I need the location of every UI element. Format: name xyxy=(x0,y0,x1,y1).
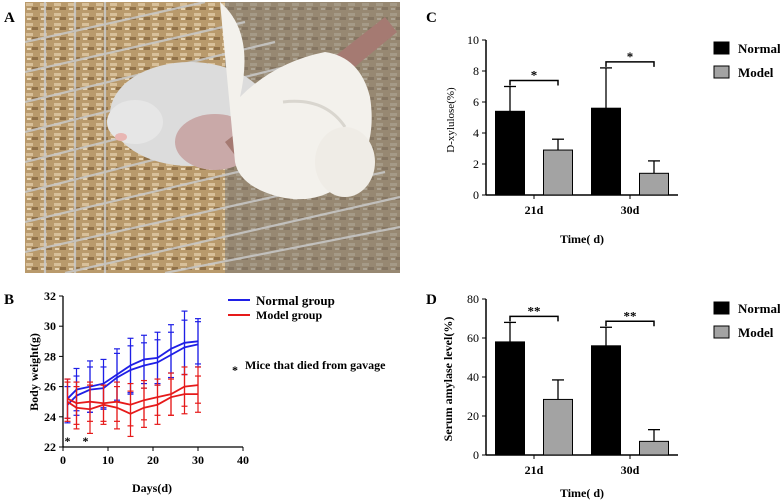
legend-swatch-model xyxy=(713,325,730,339)
y-axis-label: Body weight(g) xyxy=(27,333,41,411)
x-tick-label: 21d xyxy=(525,463,544,477)
panel-letter-d: D xyxy=(426,292,437,308)
significance-marker: * xyxy=(531,68,538,83)
y-tick-label: 2 xyxy=(473,157,479,171)
mouse-gavage-photo xyxy=(25,2,400,273)
y-tick-label: 6 xyxy=(473,95,479,109)
series-line-1-1 xyxy=(66,393,198,415)
y-tick-label: 20 xyxy=(467,409,479,423)
y-tick-label: 4 xyxy=(473,126,479,140)
y-tick-label: 28 xyxy=(44,349,56,363)
significance-marker: ** xyxy=(528,303,541,318)
bar-model-21d xyxy=(543,398,573,456)
death-mark: * xyxy=(65,434,71,448)
y-tick-label: 80 xyxy=(467,292,479,306)
bar-normal-30d xyxy=(591,107,621,196)
bar-normal-21d xyxy=(495,341,525,456)
panel-letter-a: A xyxy=(4,10,15,26)
bar-model-30d xyxy=(639,440,669,456)
y-tick-label: 24 xyxy=(44,410,56,424)
x-tick-label: 40 xyxy=(237,453,249,467)
x-tick-label: 30 xyxy=(192,453,204,467)
y-tick-label: 8 xyxy=(473,64,479,78)
bar-normal-30d xyxy=(591,345,621,456)
bar-model-21d xyxy=(543,149,573,196)
legend-swatch-normal xyxy=(713,301,730,315)
panel-letter-b: B xyxy=(4,292,15,308)
bar-normal-21d xyxy=(495,110,525,196)
significance-marker: ** xyxy=(624,308,637,323)
legend-swatch-model xyxy=(713,65,730,79)
annotation-star: * xyxy=(232,363,238,377)
x-axis-label: Time( d) xyxy=(560,232,604,246)
significance-marker: * xyxy=(627,49,634,64)
y-tick-label: 0 xyxy=(473,188,479,202)
y-tick-label: 60 xyxy=(467,331,479,345)
x-tick-label: 21d xyxy=(525,203,544,217)
y-axis-label: Serum amylase level(%) xyxy=(441,317,455,442)
significance-bracket xyxy=(605,61,655,67)
significance-bracket xyxy=(509,79,559,86)
y-tick-label: 0 xyxy=(473,448,479,462)
x-tick-label: 0 xyxy=(60,453,66,467)
y-tick-label: 22 xyxy=(44,440,56,454)
annotation-text: Mice that died from gavage xyxy=(245,358,386,372)
d-xylulose-bar-chart: 0 2 4 6 8 10 21d * 30d * Normal Model D-xylulose(%)… xyxy=(445,33,780,246)
x-tick-label: 10 xyxy=(102,453,114,467)
y-tick-label: 30 xyxy=(44,319,56,333)
bar-model-30d xyxy=(639,172,669,196)
y-tick-label: 40 xyxy=(467,370,479,384)
x-tick-label: 20 xyxy=(147,453,159,467)
x-axis-label: Days(d) xyxy=(132,481,172,495)
panel-letter-c: C xyxy=(426,10,437,26)
legend-model-group: Model group xyxy=(256,308,322,322)
significance-bracket xyxy=(509,315,559,322)
x-axis-label: Time( d) xyxy=(560,486,604,500)
x-tick-label: 30d xyxy=(621,463,640,477)
legend-swatch-normal xyxy=(713,41,730,55)
legend-model: Model xyxy=(738,325,774,340)
significance-bracket xyxy=(605,320,655,327)
legend-normal: Normal xyxy=(738,41,780,56)
y-tick-label: 32 xyxy=(44,289,56,303)
legend-model: Model xyxy=(738,65,774,80)
y-axis-label: D-xylulose(%) xyxy=(445,87,457,153)
series-line-0-1 xyxy=(66,343,199,406)
y-tick-label: 10 xyxy=(467,33,479,47)
body-weight-line-chart: 22 24 26 28 30 32 0 10 20 30 40 * * Days(d) Body we… xyxy=(27,289,386,495)
x-tick-label: 30d xyxy=(621,203,640,217)
legend-normal-group: Normal group xyxy=(256,293,335,308)
serum-amylase-bar-chart: 0 20 40 60 80 21d ** 30d ** Normal Model Serum amy… xyxy=(441,292,780,500)
y-tick-label: 26 xyxy=(44,380,56,394)
legend-normal: Normal xyxy=(738,301,780,316)
death-mark: * xyxy=(83,434,89,448)
